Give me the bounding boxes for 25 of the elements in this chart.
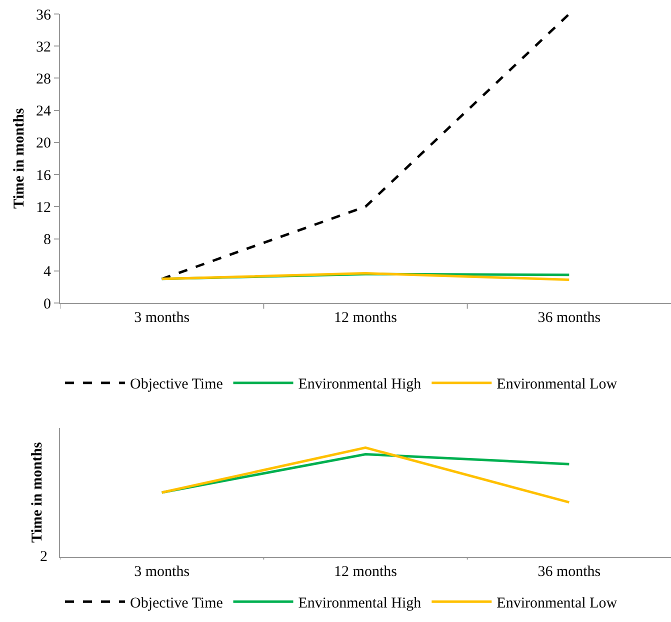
y-tick-label: 20 (36, 136, 51, 152)
legend-label: Environmental Low (496, 376, 618, 393)
x-tick-label: 3 months (134, 310, 190, 326)
y-tick-label: 24 (36, 104, 52, 120)
y-tick-label: 12 (36, 200, 51, 216)
y-tick-label: 16 (36, 168, 52, 184)
legend-label: Objective Time (130, 595, 224, 612)
y-tick-label: 28 (36, 71, 51, 88)
legend-label: Environmental Low (496, 595, 618, 612)
x-tick-label: 12 months (334, 564, 398, 580)
y-axis-title: Time in months (11, 108, 28, 209)
y-tick-label: 32 (36, 39, 51, 56)
y-tick-label: 36 (36, 7, 52, 24)
y-axis-title: Time in months (29, 442, 46, 543)
y-tick-label: 0 (44, 296, 51, 312)
y-tick-label: 8 (44, 232, 51, 248)
legend-label: Objective Time (130, 376, 224, 393)
text: 2 (40, 549, 48, 565)
x-tick-label: 36 months (538, 564, 601, 580)
legend-label: Environmental High (298, 595, 422, 612)
x-tick-label: 3 months (134, 564, 190, 580)
x-tick-label: 36 months (538, 310, 601, 326)
legend-label: Environmental High (298, 376, 422, 393)
y-tick-label: 4 (44, 264, 52, 280)
x-tick-label: 12 months (334, 310, 398, 326)
